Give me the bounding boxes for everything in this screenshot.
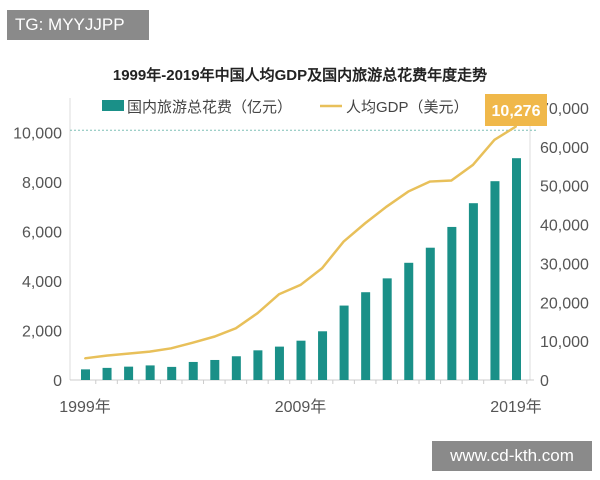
- gdp-point: [127, 352, 130, 355]
- left-tick-label: 8,000: [22, 175, 62, 192]
- x-tick-label: 2009年: [275, 398, 327, 416]
- legend-bar-label: 国内旅游总花费（亿元）: [127, 99, 292, 116]
- right-tick-label: 40,000: [540, 218, 589, 235]
- right-tick-label: 70,000: [540, 101, 589, 118]
- gdp-point: [493, 138, 496, 141]
- gdp-point: [84, 357, 86, 360]
- bar: [425, 247, 435, 380]
- annotation-label: 10,276: [492, 103, 541, 120]
- x-tick-label: 2019年: [490, 398, 542, 416]
- gdp-point: [105, 354, 108, 357]
- bar: [102, 367, 112, 380]
- bar: [296, 340, 306, 380]
- gdp-point: [170, 347, 173, 350]
- left-tick-label: 10,000: [13, 126, 62, 143]
- gdp-point: [234, 327, 237, 330]
- bar: [124, 366, 134, 380]
- bar: [231, 356, 241, 380]
- gdp-point: [471, 163, 474, 166]
- right-tick-label: 50,000: [540, 179, 589, 196]
- gdp-point: [364, 222, 367, 225]
- gdp-point: [407, 190, 410, 193]
- bar: [188, 361, 198, 380]
- bar: [490, 181, 500, 380]
- right-tick-label: 60,000: [540, 140, 589, 157]
- right-tick-label: 0: [540, 373, 549, 390]
- gdp-point: [213, 335, 216, 338]
- right-tick-label: 30,000: [540, 256, 589, 273]
- bar: [382, 278, 392, 380]
- bar: [404, 262, 414, 380]
- gdp-point: [277, 293, 280, 296]
- bar: [167, 366, 177, 380]
- left-tick-label: 0: [53, 373, 62, 390]
- chart-title: 1999年-2019年中国人均GDP及国内旅游总花费年度走势: [112, 67, 488, 84]
- bar: [512, 158, 521, 380]
- watermark-top: TG: MYYJJPP: [7, 10, 149, 40]
- gdp-point: [256, 312, 259, 315]
- left-tick-label: 2,000: [22, 324, 62, 341]
- x-tick-label: 1999年: [59, 398, 111, 416]
- gdp-point: [450, 179, 453, 182]
- legend-line-label: 人均GDP（美元）: [346, 99, 469, 116]
- bar: [339, 305, 349, 380]
- watermark-bottom: www.cd-kth.com: [432, 441, 592, 471]
- bar: [81, 369, 90, 380]
- gdp-point: [148, 350, 151, 353]
- bar: [253, 350, 263, 380]
- bar: [274, 346, 284, 380]
- gdp-point: [299, 283, 302, 286]
- bar: [318, 331, 328, 380]
- bar: [145, 365, 155, 380]
- gdp-point: [321, 267, 324, 270]
- gdp-point: [385, 205, 388, 208]
- gdp-point: [342, 240, 345, 243]
- gdp-point: [191, 341, 194, 344]
- gdp-point: [428, 180, 431, 183]
- legend-bar-swatch: [102, 100, 124, 111]
- left-tick-label: 4,000: [22, 274, 62, 291]
- bar: [468, 203, 478, 380]
- annotation-badge: [485, 94, 547, 126]
- left-tick-label: 6,000: [22, 225, 62, 242]
- right-tick-label: 20,000: [540, 295, 589, 312]
- right-tick-label: 10,000: [540, 334, 589, 351]
- bar: [447, 226, 457, 380]
- bar: [210, 359, 220, 380]
- bar: [361, 292, 371, 380]
